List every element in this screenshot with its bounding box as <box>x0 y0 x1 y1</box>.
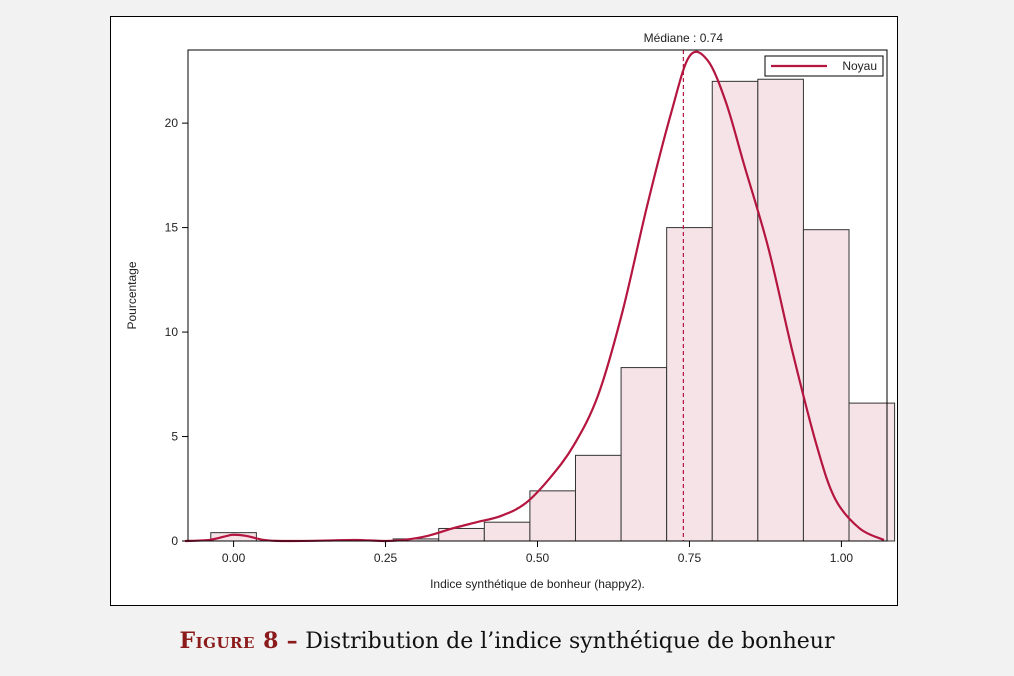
median-layer: Médiane : 0.74 <box>644 31 724 541</box>
chart-frame: Médiane : 0.74 0.00 0.25 0.50 0.75 1.00 0 5 10 1… <box>110 16 898 606</box>
y-tick-label: 5 <box>171 430 178 444</box>
axes-layer: 0.00 0.25 0.50 0.75 1.00 0 5 10 15 20 Indice synth… <box>125 49 888 591</box>
histogram-bar <box>757 78 804 542</box>
histogram-bar <box>666 227 713 542</box>
x-tick-label: 1.00 <box>830 551 854 565</box>
x-tick-label: 0.00 <box>222 551 246 565</box>
figure-caption-text: Distribution de l’indice synthétique de … <box>305 629 835 654</box>
y-tick-label: 0 <box>171 534 178 548</box>
histogram-bar <box>848 402 896 542</box>
x-axis-title: Indice synthétique de bonheur (happy2). <box>430 577 645 591</box>
legend-label: Noyau <box>842 59 877 73</box>
x-tick-label: 0.25 <box>374 551 398 565</box>
median-label: Médiane : 0.74 <box>644 31 724 45</box>
figure-separator: – <box>278 628 306 654</box>
y-axis-title: Pourcentage <box>125 261 139 329</box>
y-tick-label: 10 <box>165 325 179 339</box>
x-tick-label: 0.75 <box>678 551 702 565</box>
bars-layer <box>210 78 896 542</box>
histogram-bar <box>620 367 668 542</box>
histogram-bar <box>483 521 531 542</box>
figure-label: Figure 8 <box>179 628 279 654</box>
x-tick-label: 0.50 <box>526 551 550 565</box>
legend-layer: Noyau <box>764 55 884 77</box>
y-tick-label: 20 <box>165 116 179 130</box>
histogram-bar <box>529 490 576 542</box>
histogram-chart: Médiane : 0.74 0.00 0.25 0.50 0.75 1.00 0 5 10 1… <box>125 31 896 591</box>
histogram-bar <box>802 229 850 542</box>
y-tick-label: 15 <box>165 221 179 235</box>
figure-caption: Figure 8 – Distribution de l’indice synt… <box>0 628 1014 654</box>
histogram-bar <box>574 454 622 542</box>
histogram-bar <box>711 80 759 542</box>
